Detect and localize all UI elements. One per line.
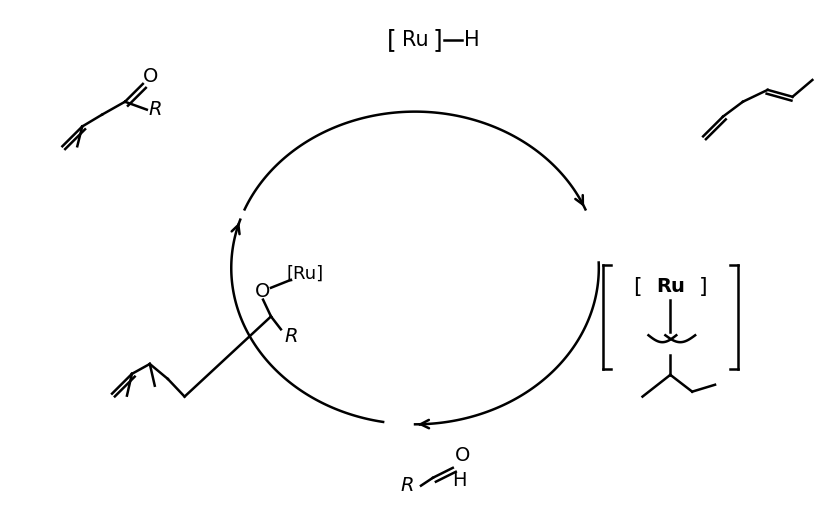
Text: Ru: Ru: [402, 30, 428, 50]
Text: R: R: [284, 327, 297, 346]
Text: R: R: [401, 476, 414, 495]
Text: ]: ]: [433, 29, 443, 52]
Text: O: O: [255, 282, 270, 301]
Text: [Ru]: [Ru]: [286, 265, 323, 283]
Text: Ru: Ru: [656, 277, 685, 296]
Text: [: [: [387, 29, 397, 52]
Text: ]: ]: [699, 277, 707, 297]
Text: O: O: [455, 446, 470, 465]
Text: R: R: [148, 100, 161, 119]
Text: O: O: [143, 66, 159, 85]
Text: H: H: [453, 471, 467, 490]
Text: H: H: [464, 30, 480, 50]
Text: [: [: [633, 277, 642, 297]
